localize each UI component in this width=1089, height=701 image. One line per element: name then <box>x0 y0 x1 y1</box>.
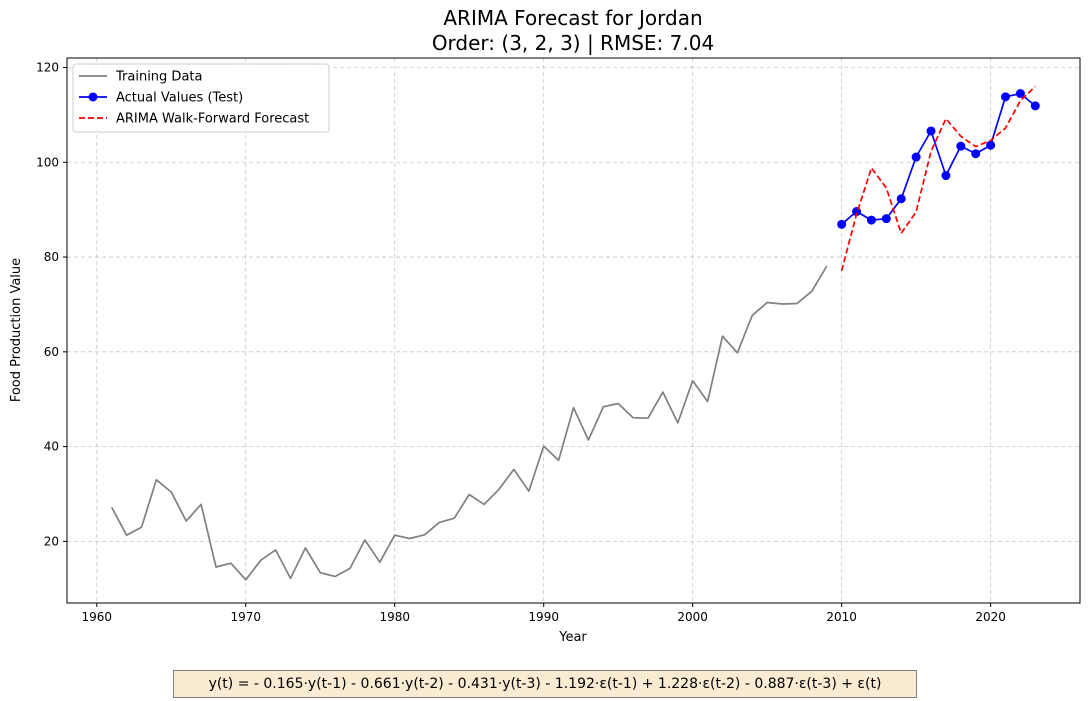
x-tick-label: 1990 <box>528 610 559 624</box>
series-marker <box>866 215 876 225</box>
legend-label-2: Actual Values (Test) <box>116 91 243 106</box>
axis-ticks: 1960 1970 1980 1990 2000 2010 2020204060801001… <box>36 60 1006 624</box>
x-tick-label: 2000 <box>677 610 708 624</box>
y-tick-label: 40 <box>44 440 59 454</box>
x-axis-label: Year <box>558 630 587 645</box>
series-marker <box>837 219 847 229</box>
grid <box>67 58 1080 603</box>
plot-series <box>110 85 1040 581</box>
series-marker <box>926 126 936 136</box>
legend-label-3: ARIMA Walk-Forward Forecast <box>116 112 309 127</box>
x-tick-label: 1970 <box>230 610 261 624</box>
series-marker <box>986 140 996 150</box>
y-tick-label: 60 <box>44 345 59 359</box>
series-marker <box>941 171 951 181</box>
x-tick-label: 1980 <box>379 610 410 624</box>
series-marker <box>971 149 981 159</box>
series-line-1 <box>110 265 828 581</box>
y-tick-label: 20 <box>44 534 59 548</box>
series-marker <box>896 194 906 204</box>
y-tick-label: 80 <box>44 250 59 264</box>
equation-box: y(t) = - 0.165·y(t-1) - 0.661·y(t-2) - 0… <box>173 670 917 698</box>
legend: Training Data Actual Values (Test) ARIMA W… <box>72 63 330 133</box>
chart-title: ARIMA Forecast for Jordan <box>443 6 702 30</box>
x-tick-label: 1960 <box>82 610 113 624</box>
series-marker <box>1030 101 1040 111</box>
legend-box <box>72 63 330 133</box>
series-line-2 <box>841 92 1036 225</box>
series-marker <box>881 214 891 224</box>
y-tick-label: 100 <box>36 155 59 169</box>
series-marker <box>1015 89 1025 99</box>
legend-label-1: Training Data <box>115 70 202 85</box>
y-axis-label: Food Production Value <box>9 258 24 402</box>
plot-frame <box>66 57 1081 604</box>
chart-subtitle: Order: (3, 2, 3) | RMSE: 7.04 <box>432 31 714 55</box>
x-tick-label: 2010 <box>826 610 857 624</box>
chart-svg: ARIMA Forecast for Jordan Order: (3, 2, … <box>9 6 1081 645</box>
series-line-3 <box>840 85 1036 272</box>
series-marker <box>956 141 966 151</box>
series-marker <box>1001 92 1011 102</box>
series-marker <box>911 152 921 162</box>
x-tick-label: 2020 <box>975 610 1006 624</box>
y-tick-label: 120 <box>36 60 59 74</box>
legend-marker <box>88 92 98 102</box>
